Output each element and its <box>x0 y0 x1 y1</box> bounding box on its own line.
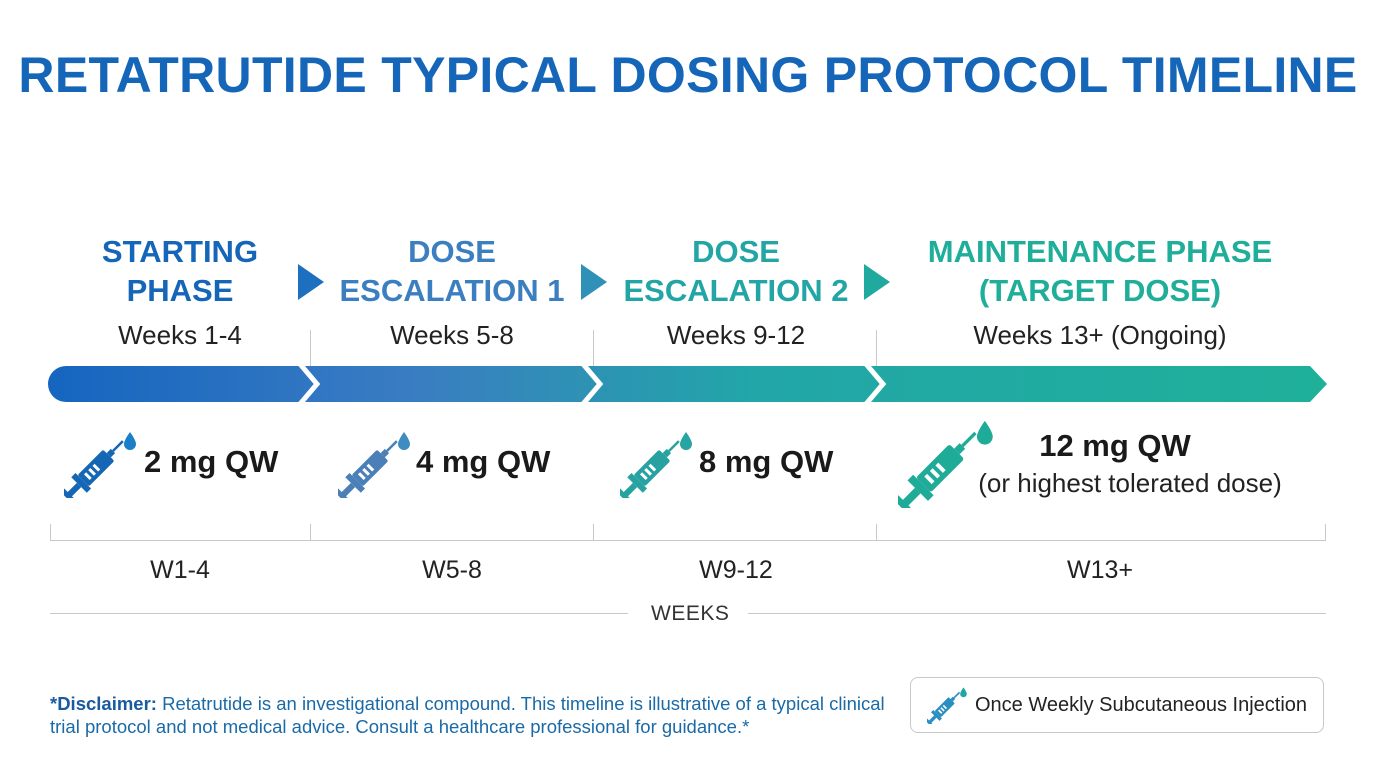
divider <box>1325 524 1326 541</box>
axis-label-3: W9-12 <box>699 556 773 584</box>
chevron-right-icon <box>298 264 324 300</box>
timeline-arrow <box>48 364 1327 404</box>
syringe-icon <box>927 687 967 724</box>
axis-line <box>50 540 1326 541</box>
phase-weeks-2: Weeks 5-8 <box>390 320 514 350</box>
divider <box>310 524 311 541</box>
divider <box>50 524 51 541</box>
phase-weeks-1: Weeks 1-4 <box>118 320 242 350</box>
page-title: RETATRUTIDE TYPICAL DOSING PROTOCOL TIME… <box>18 47 1358 103</box>
dose-sublabel-4: (or highest tolerated dose) <box>978 468 1282 498</box>
dose-label-3: 8 mg QW <box>699 444 834 479</box>
dose-label-2: 4 mg QW <box>416 444 551 479</box>
axis-label-4: W13+ <box>1066 556 1133 584</box>
phase-weeks-3: Weeks 9-12 <box>666 320 806 350</box>
phase-weeks-4: Weeks 13+ (Ongoing) <box>973 320 1227 350</box>
disclaimer: *Disclaimer: Retatrutide is an investiga… <box>50 692 890 738</box>
axis-title: WEEKS <box>651 602 730 625</box>
disclaimer-label: *Disclaimer: <box>50 693 157 714</box>
syringe-icon <box>898 420 993 508</box>
phase-heading-4: MAINTENANCE PHASE (TARGET DOSE) <box>927 234 1273 308</box>
disclaimer-text: Retatrutide is an investigational compou… <box>50 693 885 737</box>
axis-rule-left <box>50 613 628 614</box>
phase-heading-2: DOSE ESCALATION 1 <box>339 234 565 308</box>
dose-label-4: 12 mg QW <box>1039 428 1191 463</box>
axis-label-1: W1-4 <box>150 556 210 584</box>
divider <box>593 524 594 541</box>
syringe-icon <box>64 432 136 498</box>
chevron-right-icon <box>581 264 607 300</box>
divider <box>876 524 877 541</box>
divider <box>593 330 594 366</box>
phase-heading-3: DOSE ESCALATION 2 <box>623 234 849 308</box>
axis-label-2: W5-8 <box>422 556 482 584</box>
chevron-right-icon <box>864 264 890 300</box>
syringe-icon <box>338 432 410 498</box>
phase-heading-1: STARTING PHASE <box>101 234 259 308</box>
divider <box>310 330 311 366</box>
axis-rule-right <box>748 613 1326 614</box>
syringe-icon <box>620 432 692 498</box>
legend-label: Once Weekly Subcutaneous Injection <box>975 694 1308 716</box>
legend: Once Weekly Subcutaneous Injection <box>910 677 1324 733</box>
dose-label-1: 2 mg QW <box>144 444 279 479</box>
divider <box>876 330 877 366</box>
